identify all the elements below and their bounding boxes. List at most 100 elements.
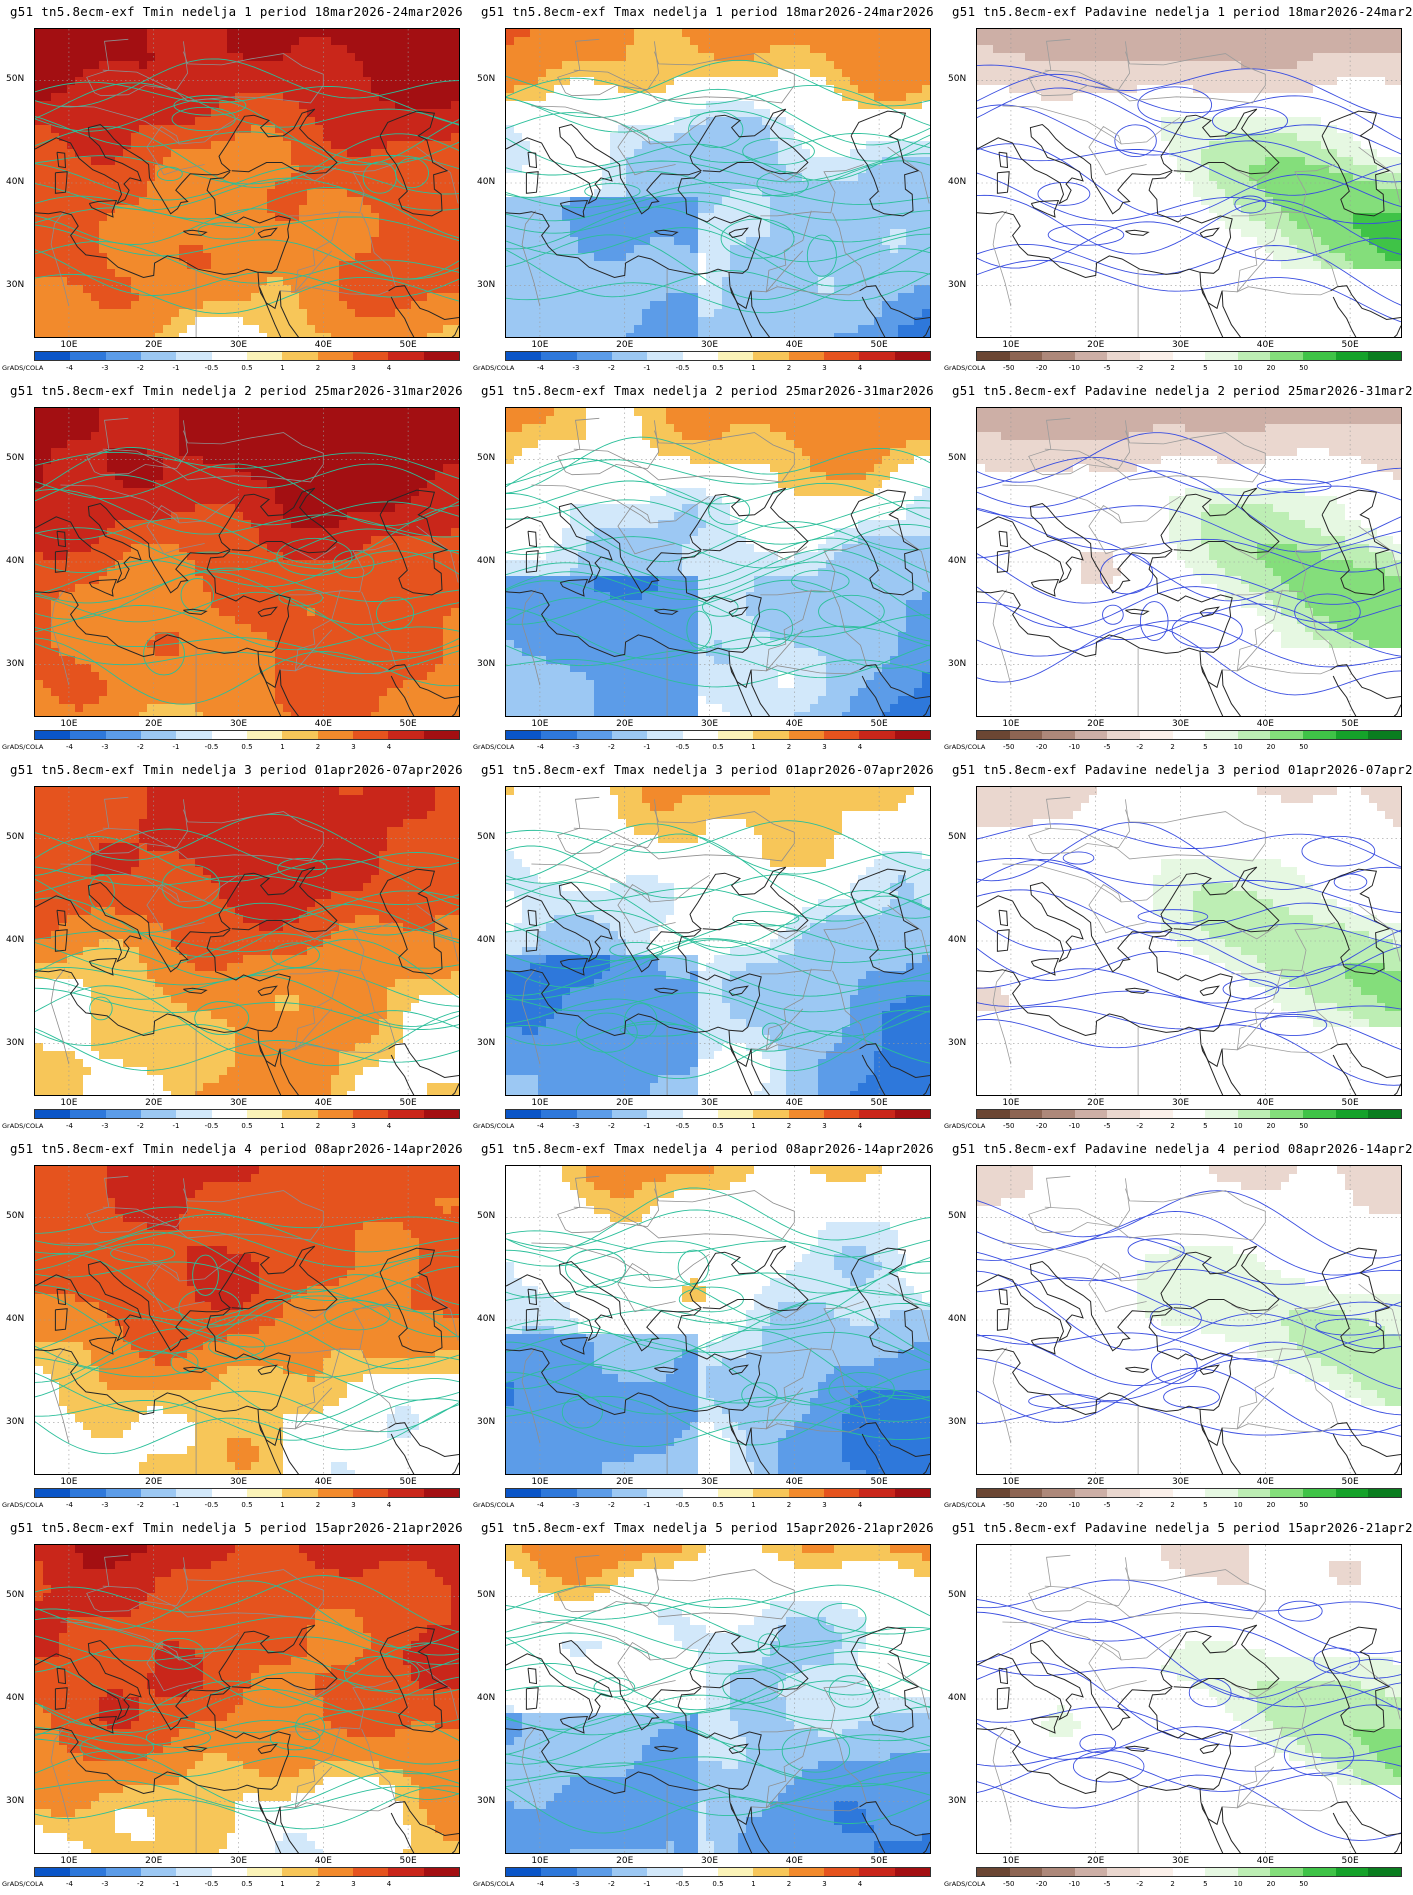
grads-credit: GrADS/COLA (2, 364, 43, 372)
map-frame (505, 28, 931, 338)
colorbar-swatch (1335, 1868, 1369, 1876)
colorbar-tick-label: 10 (1234, 1501, 1243, 1509)
map-frame (34, 407, 460, 717)
colorbar-swatch (1335, 1110, 1369, 1118)
colorbar-tick-label: 2 (1170, 364, 1174, 372)
colorbar-swatch (894, 1489, 930, 1497)
colorbar-tick-label: -1 (173, 364, 180, 372)
grads-credit: GrADS/COLA (2, 1122, 43, 1130)
lat-label: 30N (948, 1796, 966, 1806)
colorbar-tick-label: -0.5 (676, 364, 690, 372)
lat-label: 40N (6, 935, 24, 945)
colorbar-swatch (1172, 1868, 1206, 1876)
colorbar-swatch (1368, 1489, 1401, 1497)
colorbar (505, 1867, 931, 1877)
colorbar-swatch (541, 731, 577, 739)
colorbar-swatch (140, 1489, 177, 1497)
colorbar-tick-label: -20 (1036, 364, 1047, 372)
colorbar-swatch (576, 1110, 612, 1118)
coastlines (977, 1245, 1401, 1474)
panel-title: g51 tn5.8ecm-exf Padavine nedelja 3 peri… (952, 762, 1413, 777)
lon-label: 50E (1342, 1856, 1359, 1866)
colorbar-swatch (211, 731, 247, 739)
colorbar-tick-label: -0.5 (676, 743, 690, 751)
grads-credit: GrADS/COLA (473, 1880, 514, 1888)
colorbar-tick-label: -20 (1036, 1501, 1047, 1509)
climatology-contours (35, 447, 459, 705)
colorbar-swatch (1237, 1868, 1271, 1876)
colorbar-tick-label: -1 (644, 1122, 651, 1130)
colorbar-tick-label: 20 (1266, 1880, 1275, 1888)
colorbar-tick-label: -2 (1136, 1880, 1143, 1888)
colorbar-tick-label: 3 (822, 743, 826, 751)
colorbar-tick-label: -0.5 (205, 364, 219, 372)
colorbar-tick-label: 0.5 (241, 364, 252, 372)
colorbar (976, 351, 1402, 361)
colorbar-swatch (1107, 1110, 1141, 1118)
colorbar-swatch (977, 1868, 1010, 1876)
grads-credit: GrADS/COLA (944, 743, 985, 751)
colorbar-swatch (388, 731, 424, 739)
colorbar-tick-label: 1 (751, 1880, 755, 1888)
grads-credit: GrADS/COLA (2, 743, 43, 751)
shaded-anomaly-field (506, 1545, 930, 1853)
map-frame (505, 1544, 931, 1854)
colorbar-swatch (717, 1868, 754, 1876)
coastlines (977, 1624, 1401, 1853)
lat-label: 50N (6, 74, 24, 84)
colorbar-tick-label: -0.5 (676, 1122, 690, 1130)
colorbar-tick-label: 2 (316, 1501, 320, 1509)
colorbar-swatch (894, 352, 930, 360)
colorbar-swatch (105, 1489, 141, 1497)
colorbar-tick-label: -5 (1104, 1122, 1111, 1130)
lat-label: 30N (6, 659, 24, 669)
colorbar-swatch (1368, 731, 1401, 739)
colorbar-swatch (611, 1489, 648, 1497)
lon-label: 20E (145, 1856, 162, 1866)
colorbar-swatch (682, 1489, 718, 1497)
colorbar-tick-label: 2 (1170, 1122, 1174, 1130)
lon-label: 30E (701, 340, 718, 350)
map-frame (976, 786, 1402, 1096)
lat-label: 40N (477, 177, 495, 187)
colorbar-tick-label: -50 (1003, 1501, 1014, 1509)
lat-label: 40N (948, 1314, 966, 1324)
colorbar-swatch (788, 731, 824, 739)
colorbar-swatch (977, 1489, 1010, 1497)
colorbar-swatch (211, 1868, 247, 1876)
lat-label: 50N (948, 1211, 966, 1221)
colorbar-swatch (317, 1489, 353, 1497)
colorbar-swatch (788, 1489, 824, 1497)
colorbar-tick-label: -50 (1003, 1122, 1014, 1130)
map-canvas (506, 787, 930, 1095)
colorbar (505, 1488, 931, 1498)
colorbar-swatch (388, 352, 424, 360)
graticule (977, 408, 1401, 716)
climatology-contours (35, 1206, 459, 1455)
colorbar-tick-label: 2 (1170, 743, 1174, 751)
lon-label: 10E (531, 719, 548, 729)
colorbar-tick-label: 5 (1203, 1501, 1207, 1509)
colorbar-tick-label: 2 (1170, 1880, 1174, 1888)
colorbar-swatch (1368, 1110, 1401, 1118)
colorbar-tick-label: 4 (387, 1880, 391, 1888)
colorbar-tick-label: -1 (173, 1501, 180, 1509)
colorbar-swatch (352, 1489, 389, 1497)
lat-label: 30N (477, 1417, 495, 1427)
coastlines (35, 1624, 459, 1853)
climatology-contours (506, 1584, 930, 1834)
lon-label: 50E (871, 719, 888, 729)
map-canvas (35, 29, 459, 337)
lat-label: 30N (477, 659, 495, 669)
country-borders (50, 1175, 459, 1474)
colorbar-swatch (1140, 1489, 1173, 1497)
lon-label: 20E (616, 340, 633, 350)
lon-label: 50E (400, 340, 417, 350)
colorbar-tick-label: 5 (1203, 743, 1207, 751)
colorbar (976, 1109, 1402, 1119)
map-canvas (977, 1166, 1401, 1474)
colorbar (34, 1867, 460, 1877)
map-frame (34, 1165, 460, 1475)
colorbar-swatch (105, 731, 141, 739)
